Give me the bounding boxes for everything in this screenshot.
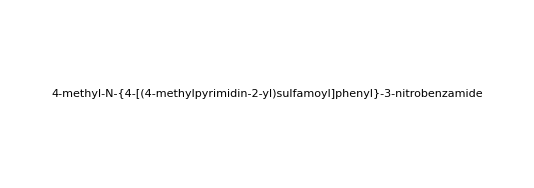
Text: 4-methyl-N-{4-[(4-methylpyrimidin-2-yl)sulfamoyl]phenyl}-3-nitrobenzamide: 4-methyl-N-{4-[(4-methylpyrimidin-2-yl)s… <box>51 89 483 99</box>
